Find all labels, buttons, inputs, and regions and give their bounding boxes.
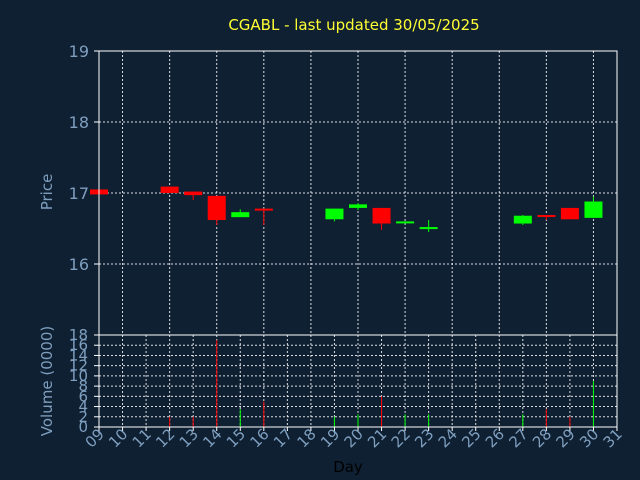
volume-tick-label: 6 [78,387,88,405]
candle-body [419,227,438,230]
candle-body [584,201,603,218]
x-tick-label: 17 [270,425,296,451]
price-tick-label: 17 [69,184,89,203]
x-tick-label: 19 [317,425,343,451]
candle-body [372,207,391,224]
candle-body [184,191,203,196]
x-tick-label: 13 [176,425,202,451]
candle-body [207,195,226,220]
x-tick-label: 16 [246,425,272,451]
x-tick-label: 21 [364,425,390,451]
candle-body [160,186,179,193]
price-tick-label: 16 [69,255,89,274]
x-tick-label: 10 [105,425,131,451]
price-tick-label: 18 [69,113,89,132]
x-tick-label: 31 [600,425,626,451]
price-tick-label: 19 [69,42,89,61]
price-axis-label: Price [38,174,56,211]
volume-tick-label: 8 [78,377,88,395]
x-tick-label: 26 [482,425,508,451]
volume-axis-label: Volume (0000) [38,326,56,436]
x-tick-label: 20 [341,425,367,451]
candle-body [396,221,415,224]
x-tick-label: 23 [411,425,437,451]
x-tick-label: 12 [152,425,178,451]
volume-tick-label: 0 [78,418,88,436]
volume-tick-label: 12 [69,357,88,375]
x-tick-label: 28 [529,425,555,451]
candle-body [254,208,273,211]
x-tick-label: 30 [576,425,602,451]
volume-tick-label: 10 [69,367,88,385]
volume-tick-label: 14 [69,346,88,364]
volume-tick-label: 18 [69,326,88,344]
price-panel: 16 17 18 19 [69,42,618,336]
x-tick-label: 14 [199,425,225,451]
candle-body [231,212,250,218]
candle-body [325,208,344,220]
x-axis-label: Day [333,458,363,476]
x-tick-label: 18 [294,425,320,451]
x-tick-label: 27 [505,425,531,451]
volume-tick-label: 4 [78,398,88,416]
candle-body [560,207,579,220]
candle-body [349,204,367,208]
x-tick-label: 29 [553,425,579,451]
x-tick-label: 15 [223,425,249,451]
volume-tick-label: 2 [78,408,88,426]
x-tick-label: 24 [435,425,461,451]
candle-body [537,215,556,218]
x-tick-label: 25 [458,425,484,451]
x-tick-label: 11 [129,425,155,451]
x-tick-label: 22 [388,425,414,451]
candle-body [513,215,532,224]
volume-panel: 0246810121416180910111213141516171819202… [69,326,626,451]
volume-tick-label: 16 [69,336,88,354]
chart-title: CGABL - last updated 30/05/2025 [228,16,479,34]
